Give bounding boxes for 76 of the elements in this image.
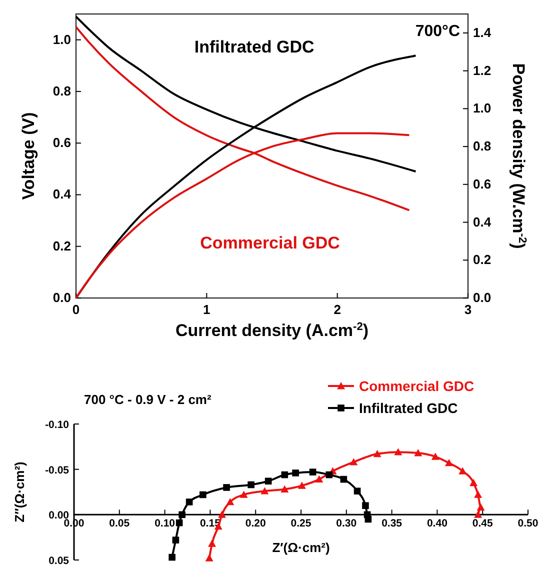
point — [281, 471, 288, 478]
y2-tick-label: 0.4 — [473, 214, 492, 230]
y2-tick-label: 1.2 — [473, 62, 492, 78]
point — [431, 452, 440, 460]
annotation: 700°C — [415, 23, 460, 40]
y-tick-label: 0.4 — [52, 186, 72, 202]
y-tick-label: -0.10 — [45, 419, 70, 431]
point — [298, 482, 306, 489]
x-tick-label: 0 — [72, 302, 80, 317]
point — [292, 470, 299, 476]
point — [205, 554, 214, 562]
point — [280, 485, 289, 492]
x-tick-label: 0.20 — [245, 518, 266, 530]
point — [354, 488, 361, 494]
text: Commercial GDC — [200, 233, 340, 252]
point — [315, 475, 324, 483]
legend-label: Infiltrated GDC — [359, 400, 458, 416]
y-tick-label: 0.2 — [52, 238, 71, 254]
point — [362, 502, 369, 509]
y2-tick-label: 1.0 — [473, 100, 492, 116]
point — [340, 476, 348, 483]
point — [364, 516, 372, 523]
x-tick-label: 0.25 — [290, 518, 312, 530]
x-axis-title: Z′(Ω·cm²) — [272, 540, 330, 555]
point — [445, 458, 454, 466]
point — [176, 519, 183, 526]
point — [326, 471, 333, 478]
y-tick-label: 0.0 — [52, 290, 71, 305]
x-tick-label: 1 — [203, 302, 210, 317]
y2-tick-label: 0.0 — [473, 290, 492, 305]
point — [168, 554, 176, 561]
point — [394, 448, 402, 456]
point — [248, 481, 254, 488]
y-tick-label: 1.0 — [52, 32, 71, 47]
point — [470, 478, 478, 486]
y-tick-label: 0.8 — [52, 83, 71, 98]
y-axis-title: Voltage (V) — [19, 112, 38, 200]
y-tick-label: 0.6 — [52, 135, 71, 150]
legend-label: Commercial GDC — [359, 378, 474, 394]
point — [200, 491, 206, 498]
x-axis-title: Current density (A.cm$^{-2}$) — [175, 321, 369, 340]
point — [226, 498, 234, 506]
point — [223, 484, 230, 491]
point — [309, 468, 316, 476]
point — [178, 511, 186, 518]
y-tick-label: -0.05 — [45, 464, 70, 476]
x-tick-label: 0.35 — [382, 518, 402, 530]
point — [208, 540, 216, 547]
point — [218, 510, 226, 518]
y2-tick-label: 1.4 — [473, 24, 492, 40]
x-tick-label: 0.30 — [336, 518, 357, 530]
point — [264, 478, 272, 485]
text: 700 °C - 0.9 V - 2 cm² — [84, 392, 212, 407]
point — [186, 498, 193, 506]
point — [474, 510, 482, 518]
y-axis-title: Z″(Ω·cm²) — [12, 462, 27, 522]
y-tick-label: 0.05 — [48, 555, 70, 567]
point — [414, 449, 422, 456]
y2-tick-label: 0.8 — [473, 138, 492, 154]
x-tick-label: 2 — [334, 302, 341, 317]
x-tick-label: 3 — [464, 302, 472, 317]
point — [240, 490, 248, 498]
y2-tick-label: 0.6 — [473, 176, 492, 192]
x-tick-label: 0.10 — [154, 518, 176, 530]
point — [474, 490, 482, 498]
point — [350, 458, 358, 466]
x-tick-label: 0.05 — [109, 518, 130, 530]
x-tick-label: 0.50 — [518, 518, 538, 530]
point — [476, 503, 485, 511]
x-tick-label: 0.40 — [426, 518, 448, 530]
text: Infiltrated GDC — [194, 37, 314, 56]
point — [172, 536, 180, 544]
y2-tick-label: 0.2 — [473, 252, 492, 268]
point — [373, 450, 382, 458]
x-tick-label: 0.45 — [472, 518, 493, 530]
point — [260, 487, 269, 494]
